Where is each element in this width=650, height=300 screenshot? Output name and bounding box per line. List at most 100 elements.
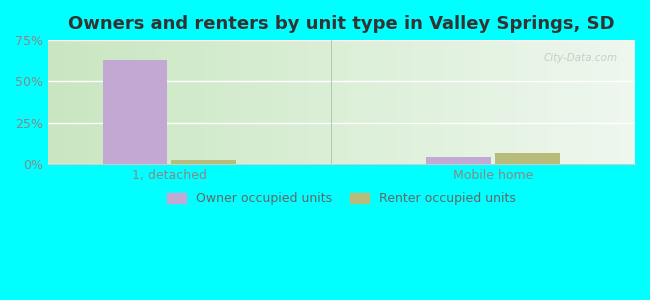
Bar [181, 40, 183, 164]
Bar [198, 40, 200, 164]
Bar [146, 40, 148, 164]
Bar [291, 40, 292, 164]
Bar [471, 40, 473, 164]
Bar [101, 40, 103, 164]
Bar [582, 40, 584, 164]
Bar [277, 40, 279, 164]
Bar [292, 40, 294, 164]
Bar [163, 40, 165, 164]
Bar [347, 40, 349, 164]
Bar [220, 40, 222, 164]
Bar [480, 40, 482, 164]
Bar [54, 40, 56, 164]
Bar [140, 40, 142, 164]
Bar [294, 40, 296, 164]
Bar [296, 40, 298, 164]
Bar [322, 40, 324, 164]
Bar [598, 40, 600, 164]
Bar [155, 40, 157, 164]
Bar [265, 40, 267, 164]
Bar [93, 40, 95, 164]
Bar [543, 40, 545, 164]
Bar [369, 40, 370, 164]
Bar [575, 40, 577, 164]
Bar [533, 40, 535, 164]
Bar [134, 40, 136, 164]
Bar [132, 40, 134, 164]
Bar [510, 40, 512, 164]
Bar [412, 40, 414, 164]
Bar [590, 40, 592, 164]
Bar [120, 40, 122, 164]
Bar [547, 40, 549, 164]
Bar [512, 40, 514, 164]
Bar [552, 40, 554, 164]
Bar [89, 40, 91, 164]
Bar [318, 40, 320, 164]
Bar [207, 40, 209, 164]
Bar [177, 40, 179, 164]
Bar [339, 40, 341, 164]
Bar [66, 40, 68, 164]
Bar [428, 40, 430, 164]
Bar [395, 40, 396, 164]
Bar [190, 40, 192, 164]
Bar [73, 40, 75, 164]
Bar [402, 40, 404, 164]
Bar [459, 40, 461, 164]
Bar [273, 40, 275, 164]
Bar [345, 40, 347, 164]
Bar [150, 40, 151, 164]
Bar [56, 40, 58, 164]
Bar [474, 40, 476, 164]
Bar [248, 40, 250, 164]
Bar [185, 40, 187, 164]
Bar [502, 40, 504, 164]
Bar [124, 40, 126, 164]
Bar [109, 40, 111, 164]
Bar [202, 40, 205, 164]
Bar [426, 157, 491, 164]
Bar [365, 40, 367, 164]
Bar [372, 40, 374, 164]
Bar [222, 40, 224, 164]
Bar [259, 40, 261, 164]
Bar [70, 40, 72, 164]
Bar [58, 40, 60, 164]
Bar [439, 40, 441, 164]
Bar [449, 40, 451, 164]
Legend: Owner occupied units, Renter occupied units: Owner occupied units, Renter occupied un… [162, 187, 521, 210]
Bar [111, 40, 112, 164]
Bar [418, 40, 420, 164]
Bar [159, 40, 161, 164]
Bar [298, 40, 300, 164]
Bar [539, 40, 541, 164]
Bar [351, 40, 353, 164]
Bar [631, 40, 633, 164]
Bar [324, 40, 326, 164]
Bar [114, 40, 116, 164]
Bar [529, 40, 531, 164]
Bar [406, 40, 408, 164]
Bar [52, 40, 54, 164]
Bar [594, 40, 596, 164]
Bar [508, 40, 510, 164]
Bar [606, 40, 608, 164]
Bar [126, 40, 128, 164]
Title: Owners and renters by unit type in Valley Springs, SD: Owners and renters by unit type in Valle… [68, 15, 615, 33]
Bar [549, 40, 551, 164]
Bar [337, 40, 339, 164]
Bar [238, 40, 240, 164]
Bar [621, 40, 623, 164]
Bar [500, 40, 502, 164]
Bar [370, 40, 372, 164]
Bar [302, 40, 304, 164]
Bar [246, 40, 248, 164]
Bar [300, 40, 302, 164]
Bar [224, 40, 226, 164]
Bar [194, 40, 196, 164]
Bar [496, 40, 498, 164]
Bar [48, 40, 50, 164]
Bar [577, 40, 578, 164]
Bar [333, 40, 335, 164]
